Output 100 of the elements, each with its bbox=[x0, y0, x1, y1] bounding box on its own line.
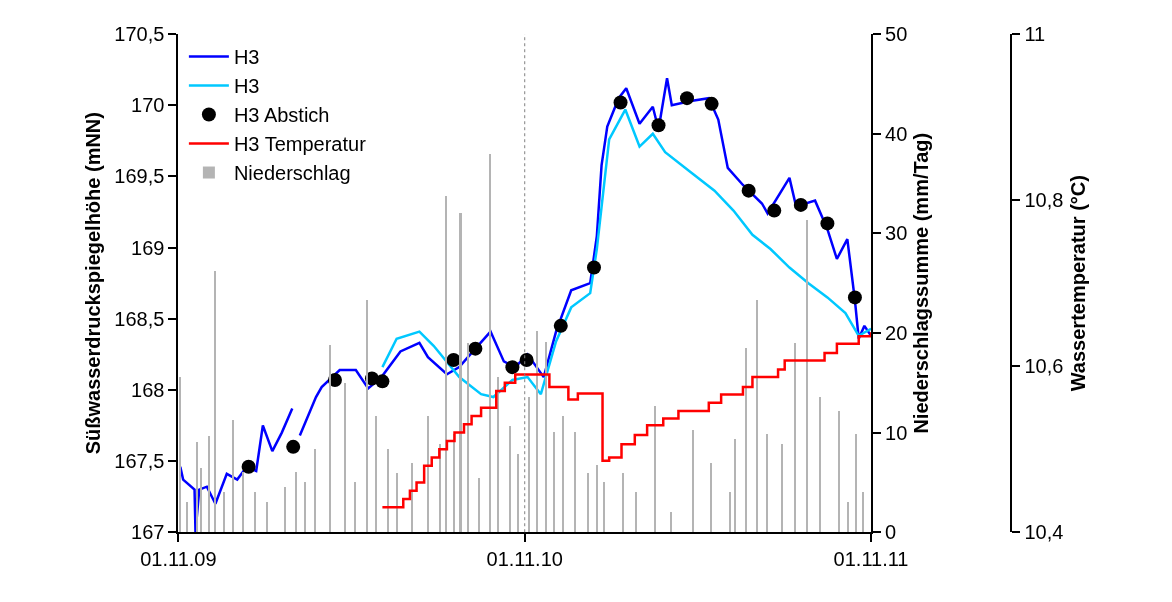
y-tick-label: 169 bbox=[131, 236, 165, 259]
bar bbox=[467, 343, 470, 533]
bar bbox=[596, 465, 599, 533]
y-tick-label: 169,5 bbox=[114, 165, 165, 188]
bar bbox=[806, 220, 809, 533]
point bbox=[286, 439, 301, 454]
bar bbox=[284, 487, 287, 533]
x-tick-label: 01.11.09 bbox=[140, 548, 217, 571]
bar bbox=[536, 331, 539, 533]
y-tick-label: 168 bbox=[131, 378, 165, 401]
point bbox=[505, 360, 520, 375]
bar bbox=[232, 420, 235, 533]
x-tick-label: 01.11.11 bbox=[833, 548, 909, 571]
bar bbox=[654, 406, 657, 533]
bar bbox=[223, 492, 226, 533]
bar bbox=[545, 342, 548, 533]
bar bbox=[509, 426, 512, 533]
bar bbox=[459, 213, 463, 533]
point bbox=[587, 260, 601, 275]
bar bbox=[670, 512, 673, 533]
y3-axis-title: Wassertemperatur (°C) bbox=[1067, 175, 1090, 392]
bar bbox=[497, 377, 500, 533]
point bbox=[679, 91, 694, 106]
y2-tick-label: 20 bbox=[885, 321, 908, 344]
legend-label: H3 bbox=[233, 46, 260, 69]
bar bbox=[603, 482, 606, 533]
bar bbox=[622, 473, 625, 533]
point bbox=[613, 95, 628, 110]
legend-label: H3 Temperatur bbox=[233, 133, 367, 156]
y3-tick-label: 10,8 bbox=[1024, 189, 1064, 212]
bar bbox=[517, 454, 520, 533]
bar bbox=[862, 492, 865, 533]
bar bbox=[375, 416, 378, 533]
bar bbox=[847, 502, 850, 533]
y-tick-label: 170 bbox=[131, 94, 165, 117]
bar bbox=[838, 411, 841, 533]
bar bbox=[427, 416, 430, 533]
bar bbox=[794, 343, 797, 533]
point bbox=[793, 197, 808, 212]
bar bbox=[729, 492, 732, 533]
bar bbox=[314, 449, 317, 533]
bar bbox=[635, 492, 638, 533]
y3-tick-label: 10,6 bbox=[1024, 355, 1064, 378]
bar bbox=[329, 345, 332, 533]
y2-tick-label: 50 bbox=[885, 23, 908, 46]
point bbox=[767, 203, 782, 218]
point bbox=[553, 318, 568, 333]
point bbox=[651, 118, 666, 133]
bar bbox=[478, 478, 481, 533]
bar bbox=[574, 432, 577, 533]
y-tick-label: 170,5 bbox=[114, 23, 165, 46]
bar bbox=[196, 442, 199, 533]
y2-tick-label: 30 bbox=[885, 222, 908, 245]
point bbox=[375, 374, 390, 389]
point bbox=[741, 183, 756, 198]
bar bbox=[489, 154, 492, 533]
bar bbox=[855, 434, 858, 533]
bar bbox=[692, 430, 695, 533]
bar bbox=[445, 196, 448, 533]
bar bbox=[295, 472, 298, 533]
y2-tick-label: 10 bbox=[885, 421, 908, 444]
bar bbox=[344, 383, 347, 533]
y-tick-label: 168,5 bbox=[114, 307, 165, 330]
point bbox=[820, 216, 835, 231]
bar bbox=[528, 397, 531, 533]
bar bbox=[553, 432, 556, 533]
bar bbox=[354, 482, 357, 533]
bar bbox=[200, 468, 203, 533]
bar bbox=[387, 449, 390, 533]
bar bbox=[745, 348, 748, 533]
legend-label: Niederschlag bbox=[233, 162, 351, 185]
bar bbox=[366, 300, 369, 533]
bar bbox=[214, 271, 217, 533]
y2-tick-label: 40 bbox=[885, 122, 908, 145]
bar bbox=[819, 397, 822, 533]
bar bbox=[756, 300, 759, 533]
bar bbox=[411, 463, 414, 533]
bar bbox=[208, 436, 211, 533]
point bbox=[241, 459, 256, 474]
point bbox=[446, 353, 461, 368]
bar bbox=[179, 377, 182, 533]
point bbox=[847, 290, 862, 305]
point bbox=[468, 341, 483, 356]
y-tick-label: 167,5 bbox=[114, 450, 165, 473]
y-axis-title: Süßwasserdruckspiegelhöhe (mNN) bbox=[82, 112, 105, 455]
y2-axis-title: Niederschlagssumme (mm/Tag) bbox=[910, 132, 933, 434]
bar bbox=[710, 463, 713, 533]
bar bbox=[766, 434, 769, 533]
y-tick-label: 167 bbox=[131, 521, 165, 544]
y2-tick-label: 0 bbox=[885, 521, 897, 544]
bar bbox=[562, 416, 565, 533]
bar bbox=[242, 472, 245, 533]
bar bbox=[304, 482, 307, 533]
bar bbox=[396, 473, 399, 533]
point bbox=[519, 353, 534, 368]
bar bbox=[186, 502, 189, 533]
bar bbox=[734, 439, 737, 533]
legend-label: H3 Abstich bbox=[233, 104, 330, 127]
bar bbox=[587, 473, 590, 533]
legend-label: H3 bbox=[233, 75, 260, 98]
